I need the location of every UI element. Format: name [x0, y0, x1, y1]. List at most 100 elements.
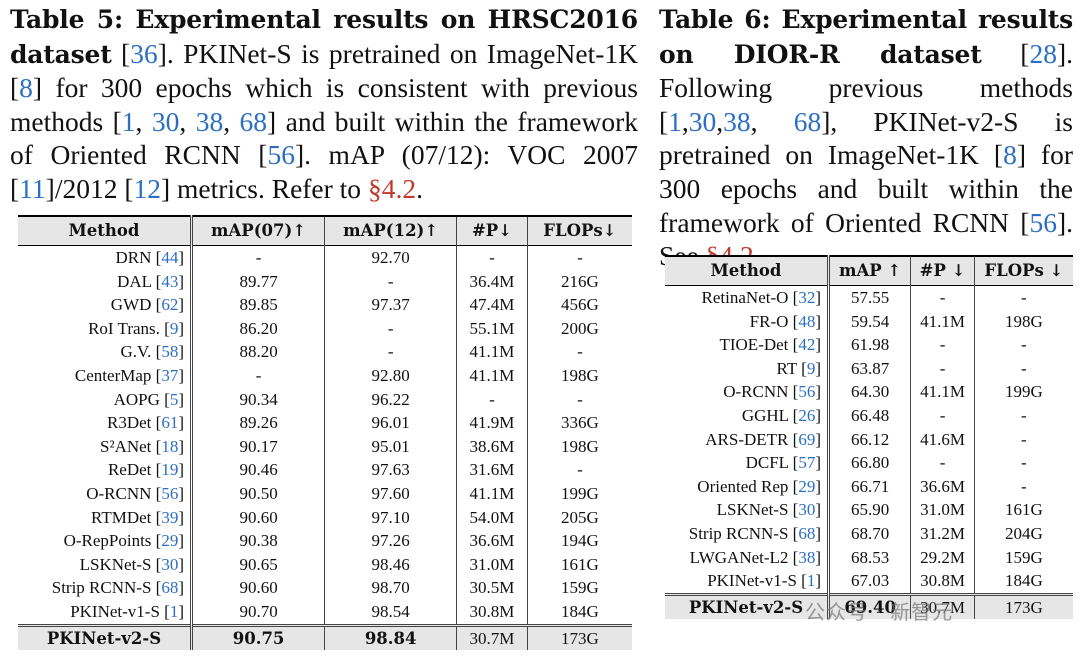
section-link[interactable]: §4.2: [367, 172, 417, 204]
citation-link[interactable]: 68: [239, 105, 268, 137]
citation-link[interactable]: 8: [19, 72, 33, 104]
citation-link[interactable]: 38: [798, 547, 816, 567]
citation-link[interactable]: 18: [161, 436, 179, 456]
bracket: [: [164, 601, 170, 621]
method-name: CenterMap: [74, 365, 156, 385]
citation-link[interactable]: 30: [798, 500, 816, 520]
value-cell: 204G: [1004, 523, 1043, 543]
citation-link[interactable]: 1: [668, 105, 682, 137]
citation-link[interactable]: 8: [1003, 139, 1017, 171]
value-cell: 86.20: [191, 316, 326, 341]
method-name: RTMDet: [91, 507, 156, 527]
value-cell: 96.01: [324, 411, 458, 435]
citation-link[interactable]: 56: [798, 382, 816, 402]
table5-header-method: Method: [18, 216, 193, 246]
method-cell: O-RepPoints [29]: [18, 529, 193, 553]
caption-text: ,: [179, 105, 196, 137]
value-cell: 159G: [561, 578, 599, 598]
value-cell: 30.5M: [456, 576, 528, 600]
citation-link[interactable]: 1: [806, 571, 816, 591]
table5-row: O-RCNN [56] 90.50 97.60 41.1M 199G: [18, 481, 632, 506]
table6-row: FR-O [48] 59.54 41.1M 198G: [665, 309, 1073, 334]
citation-link[interactable]: 29: [161, 531, 179, 551]
table6-row: TIOE-Det [42] 61.98- -: [665, 333, 1073, 357]
citation-link[interactable]: 9: [169, 318, 179, 338]
citation-link[interactable]: 48: [798, 311, 816, 331]
citation-link[interactable]: 68: [793, 105, 822, 137]
value-cell: 30.7M: [910, 592, 975, 620]
citation-link[interactable]: 38: [723, 105, 751, 137]
table5-row: G.V. [58] 88.20-41.1M -: [18, 340, 632, 364]
citation-link[interactable]: 61: [161, 413, 179, 433]
value-cell: -: [577, 248, 583, 267]
bracket: [: [155, 436, 162, 456]
citation-link[interactable]: 36: [130, 37, 158, 69]
value-cell: 98.84: [324, 623, 458, 651]
value-cell: 161G: [561, 554, 599, 574]
citation-link[interactable]: 32: [798, 288, 816, 307]
citation-link[interactable]: 68: [161, 578, 179, 598]
value-cell: -: [191, 245, 326, 270]
citation-link[interactable]: 57: [798, 453, 816, 473]
method-cell: TIOE-Det [42]: [665, 333, 830, 357]
citation-link[interactable]: 19: [161, 460, 179, 480]
table6-header-flops: FLOPs ↓: [974, 256, 1073, 286]
citation-link[interactable]: 56: [1029, 206, 1057, 238]
value-cell: -: [577, 389, 583, 409]
citation-link[interactable]: 30: [161, 554, 179, 574]
bracket: ]: [815, 453, 821, 473]
method-name: GGHL: [741, 405, 793, 425]
method-cell: Strip RCNN-S [68]: [665, 521, 830, 546]
citation-link[interactable]: 30: [688, 105, 717, 137]
table6: Method mAP ↑ #P ↓ FLOPs ↓ RetinaNet-O [3…: [665, 255, 1073, 620]
value-cell: 98.46: [324, 552, 458, 577]
citation-link[interactable]: 44: [161, 248, 179, 267]
citation-link[interactable]: 37: [161, 365, 179, 385]
table5-row: DRN [44] -92.70- -: [18, 245, 632, 270]
citation-link[interactable]: 12: [133, 172, 162, 204]
value-cell: -: [910, 403, 975, 428]
citation-link[interactable]: 9: [806, 358, 816, 378]
method-name: LSKNet-S: [716, 500, 793, 520]
citation-link[interactable]: 42: [798, 335, 816, 355]
table6-final-row: PKINet-v2-S 69.40 30.7M 173G: [665, 592, 1073, 620]
citation-link[interactable]: 43: [161, 271, 179, 291]
value-cell: 96.22: [324, 387, 458, 412]
table6-row: Strip RCNN-S [68] 68.70 31.2M 204G: [665, 521, 1073, 546]
value-cell: 90.60: [191, 505, 326, 530]
citation-link[interactable]: 68: [798, 523, 816, 543]
citation-link[interactable]: 30: [151, 105, 180, 137]
caption-text: ] for 300 epochs which is consistent wit…: [10, 72, 638, 137]
method-name: O-RCNN: [723, 382, 793, 402]
value-cell: 200G: [561, 318, 599, 338]
citation-link[interactable]: 26: [798, 405, 816, 425]
value-cell: 36.6M: [456, 529, 528, 553]
citation-link[interactable]: 58: [161, 342, 179, 362]
citation-link[interactable]: 29: [798, 476, 816, 496]
value-cell: 64.30: [828, 380, 912, 404]
citation-link[interactable]: 1: [169, 601, 179, 621]
citation-link[interactable]: 38: [195, 105, 224, 137]
table5-header-map07: mAP(07)↑: [191, 216, 326, 246]
citation-link[interactable]: 56: [161, 483, 179, 503]
citation-link[interactable]: 62: [161, 295, 179, 315]
method-name: S²ANet: [100, 436, 156, 456]
caption-text: [: [981, 37, 1030, 69]
method-cell: DAL [43]: [18, 269, 193, 294]
citation-link[interactable]: 28: [1029, 37, 1057, 69]
method-cell: PKINet-v2-S: [18, 623, 193, 651]
citation-link[interactable]: 69: [798, 429, 816, 449]
method-name: DCFL: [745, 453, 793, 473]
bracket: ]: [178, 342, 184, 362]
value-cell: 90.38: [191, 529, 326, 553]
citation-link[interactable]: 5: [169, 389, 179, 409]
citation-link[interactable]: 56: [267, 139, 295, 171]
citation-link[interactable]: 11: [19, 172, 46, 204]
method-name: ARS-DETR: [705, 429, 793, 449]
citation-link[interactable]: 1: [121, 105, 136, 137]
value-cell: 66.71: [828, 474, 912, 499]
citation-link[interactable]: 39: [161, 507, 179, 527]
method-name: TIOE-Det: [719, 335, 793, 355]
value-cell: -: [1021, 405, 1027, 425]
method-name: RoI Trans.: [88, 318, 165, 338]
